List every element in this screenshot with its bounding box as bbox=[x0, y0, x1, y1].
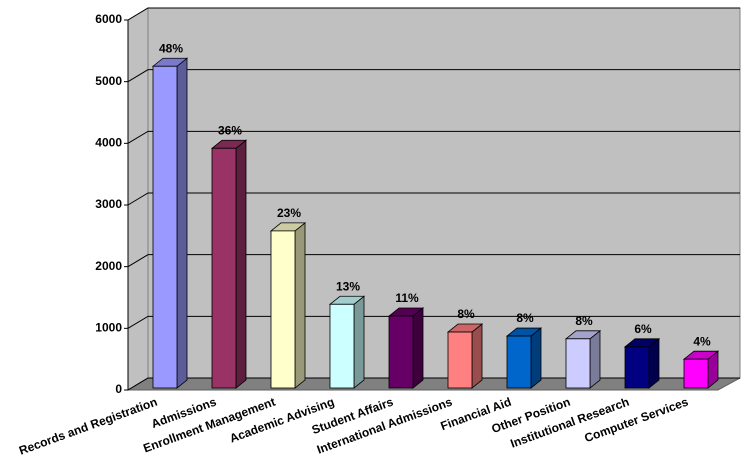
bar-front bbox=[388, 315, 414, 389]
data-label: 13% bbox=[336, 279, 360, 293]
bar bbox=[210, 139, 248, 389]
data-label: 8% bbox=[457, 307, 475, 321]
bar-front bbox=[211, 147, 237, 389]
bar bbox=[151, 57, 189, 389]
bar-front bbox=[270, 230, 296, 389]
bar-front bbox=[152, 65, 178, 389]
bar bbox=[505, 327, 543, 389]
y-tick-label: 0 bbox=[115, 382, 122, 396]
grid-line bbox=[127, 315, 740, 329]
data-label: 23% bbox=[277, 206, 301, 220]
y-tick-label: 6000 bbox=[95, 12, 122, 26]
bar bbox=[328, 295, 366, 389]
bar-side bbox=[353, 295, 365, 389]
bar-front bbox=[683, 358, 709, 389]
bar bbox=[564, 329, 602, 389]
bars bbox=[151, 57, 720, 389]
grid-line bbox=[127, 377, 740, 391]
y-tick-label: 3000 bbox=[95, 197, 122, 211]
y-tick-label: 4000 bbox=[95, 136, 122, 150]
data-label: 8% bbox=[575, 314, 593, 328]
data-label: 8% bbox=[516, 311, 534, 325]
y-tick-label: 5000 bbox=[95, 74, 122, 88]
x-tick-label: Records and Registration bbox=[17, 395, 159, 458]
bar-side bbox=[648, 338, 660, 389]
grid-line bbox=[127, 254, 740, 268]
data-label: 48% bbox=[159, 41, 183, 55]
data-label: 6% bbox=[634, 322, 652, 336]
y-tick-label: 1000 bbox=[95, 321, 122, 335]
bar-side bbox=[589, 329, 601, 389]
bar-front bbox=[565, 338, 591, 389]
bar-side bbox=[176, 57, 188, 389]
bar-side bbox=[412, 307, 424, 389]
data-label: 4% bbox=[693, 334, 711, 348]
bar bbox=[269, 222, 307, 389]
bar bbox=[623, 338, 661, 389]
grid-line bbox=[127, 130, 740, 144]
data-label: 36% bbox=[218, 123, 242, 137]
grid-line bbox=[127, 69, 740, 83]
bar-front bbox=[506, 335, 532, 389]
grid-line bbox=[127, 192, 740, 206]
bar-side bbox=[235, 139, 247, 389]
data-label: 11% bbox=[395, 291, 419, 305]
y-tick-label: 2000 bbox=[95, 259, 122, 273]
bar bbox=[387, 307, 425, 389]
bar-front bbox=[624, 346, 650, 389]
bar bbox=[682, 350, 720, 389]
grid-line bbox=[127, 7, 740, 21]
bar-front bbox=[447, 331, 473, 389]
bar-side bbox=[294, 222, 306, 389]
bar-side bbox=[530, 327, 542, 389]
x-tick-label: Computer Services bbox=[583, 395, 691, 446]
grid bbox=[127, 7, 740, 391]
bar-front bbox=[329, 303, 355, 389]
bar bbox=[446, 323, 484, 389]
bar-side bbox=[471, 323, 483, 389]
